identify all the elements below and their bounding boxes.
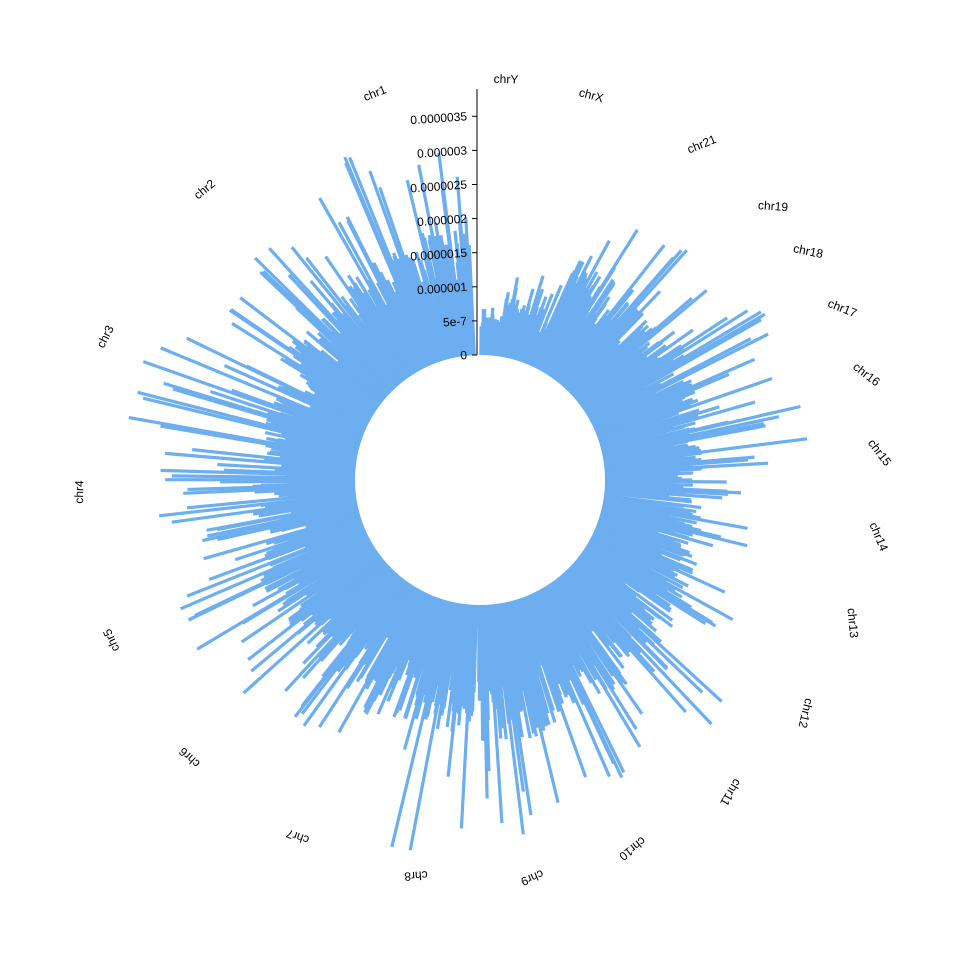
bars-chr1	[405, 152, 476, 361]
y-tick-label: 0.0000015	[410, 246, 468, 264]
bar	[467, 244, 476, 358]
chromosome-label-chr21: chr21	[685, 132, 718, 156]
bar	[527, 340, 542, 368]
y-tick-label: 0.000001	[417, 280, 468, 297]
bar	[305, 380, 374, 422]
bars-chr5	[159, 462, 366, 582]
y-tick-label: 5e-7	[443, 314, 468, 330]
chromosome-label-chr12: chr12	[795, 697, 816, 730]
chromosome-label-chr5: chr5	[100, 627, 122, 654]
chromosome-label-chr7: chr7	[284, 826, 311, 847]
y-tick-label: 0.0000025	[410, 177, 468, 195]
bars-chr7	[284, 566, 436, 734]
bar	[596, 517, 682, 549]
bars-chr4	[128, 336, 374, 473]
chromosome-label-chrX: chrX	[577, 85, 604, 105]
bars-chr6	[179, 523, 394, 695]
y-tick-label: 0.000003	[417, 143, 468, 160]
bar	[598, 425, 685, 451]
y-tick-label: 0.000002	[417, 212, 468, 229]
bar	[517, 596, 544, 666]
center-hole	[355, 355, 605, 605]
bars-chr8	[390, 593, 479, 851]
bar	[564, 312, 645, 394]
chromosome-label-chr16: chr16	[850, 360, 883, 390]
y-tick-label: 0	[460, 348, 468, 362]
bar	[602, 469, 680, 476]
bars-chr16	[590, 357, 773, 451]
bars-layer	[128, 152, 808, 851]
bars-chrY	[479, 307, 500, 359]
chromosome-label-chr4: chr4	[72, 480, 87, 504]
chromosome-label-chr8: chr8	[404, 868, 429, 884]
chromosome-label-chr17: chr17	[826, 296, 859, 320]
chromosome-label-chr11: chr11	[717, 776, 744, 808]
bars-chr18	[566, 289, 708, 408]
chromosome-label-chr3: chr3	[94, 323, 117, 350]
chromosome-label-chrY: chrY	[493, 72, 518, 87]
chromosome-label-chr6: chr6	[176, 744, 203, 770]
bars-chr11	[552, 551, 723, 726]
bars-chr13	[596, 493, 748, 549]
bars-chrX	[494, 275, 563, 368]
bar	[577, 354, 648, 408]
y-tick-label: 0.0000035	[410, 109, 468, 127]
bar	[186, 523, 367, 598]
y-axis: 0 5e-7 0.000001 0.0000015 0.000002 0.0000025 0…	[410, 89, 478, 362]
bar	[589, 390, 657, 427]
bars-chr12	[579, 518, 734, 628]
chromosome-label-chr18: chr18	[792, 241, 825, 261]
chromosome-label-chr19: chr19	[758, 198, 789, 214]
bar	[315, 566, 396, 649]
chromosome-label-chr13: chr13	[845, 607, 862, 638]
bars-chr14	[602, 471, 742, 504]
bar	[477, 602, 481, 682]
bar	[433, 306, 451, 362]
bar	[553, 314, 608, 384]
bars-chr19	[554, 244, 688, 394]
bars-chr21	[528, 229, 639, 384]
bars-chr17	[578, 309, 769, 427]
bar	[348, 297, 410, 381]
bar	[579, 549, 620, 581]
bar	[493, 338, 499, 359]
chromosome-label-chr10: chr10	[616, 834, 648, 864]
bars-chr9	[477, 596, 560, 835]
bar	[407, 593, 437, 661]
bars-chr3	[228, 246, 410, 420]
chromosome-label-chr1: chr1	[361, 82, 388, 104]
chromosome-label-chr14: chr14	[867, 520, 892, 553]
bar	[602, 491, 692, 504]
bars-chr15	[599, 404, 808, 476]
chromosome-label-chr2: chr2	[191, 176, 218, 202]
bar	[552, 577, 588, 624]
bars-chr10	[517, 578, 644, 779]
bar	[217, 462, 358, 475]
chromosome-label-chr15: chr15	[865, 436, 895, 469]
chromosome-label-chr9: chr9	[519, 867, 546, 889]
bars-chr2	[318, 156, 451, 381]
